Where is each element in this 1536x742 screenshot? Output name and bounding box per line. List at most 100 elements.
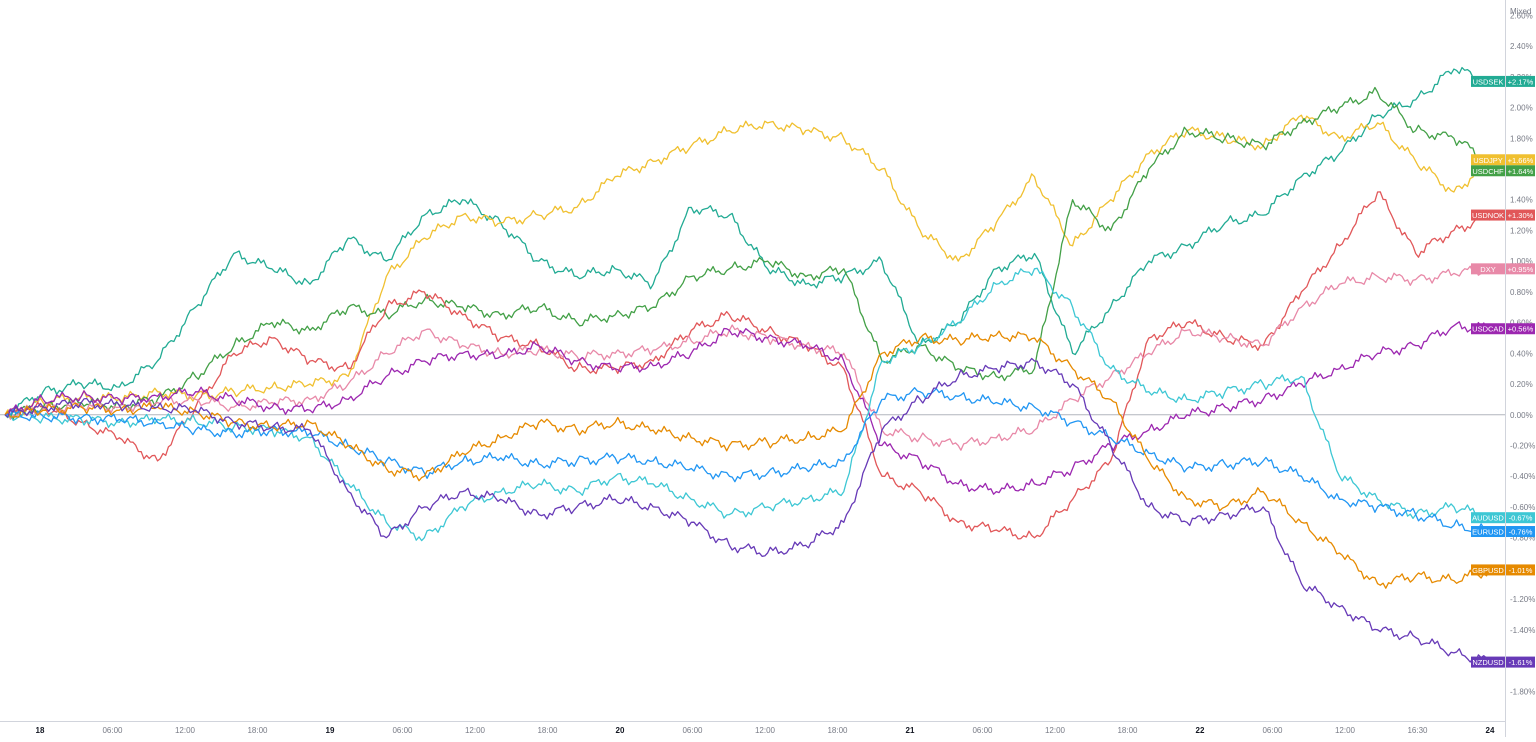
series-value-badge [1506,154,1535,166]
series-name-badge [1471,154,1505,166]
y-tick-label: -0.20% [1510,441,1535,450]
x-tick-label: 18 [36,726,45,735]
x-tick-label: 18:00 [827,726,848,735]
series-line-audusd[interactable] [4,267,1493,542]
series-name-label: EURUSD [1472,528,1504,537]
x-tick-label: 12:00 [755,726,776,735]
y-tick-label: 0.00% [1510,411,1533,420]
series-value-badge [1506,165,1535,177]
series-name-badge [1471,75,1505,87]
series-value-badge [1506,209,1535,221]
series-value-badge [1506,263,1535,275]
end-label-usdchf: USDCHF +1.64% [1471,165,1535,177]
series-value-label: +2.17% [1508,77,1534,86]
y-tick-label: -1.40% [1510,626,1535,635]
x-tick-label: 12:00 [1045,726,1066,735]
x-tick-label: 18:00 [537,726,558,735]
series-name-label: AUDUSD [1472,514,1504,523]
y-tick-label: 0.80% [1510,288,1533,297]
series-line-usdjpy[interactable] [4,114,1493,416]
y-tick-label: 0.20% [1510,380,1533,389]
series-value-badge [1506,564,1535,576]
x-tick-label: 12:00 [175,726,196,735]
series-line-usdsek[interactable] [4,66,1493,418]
series-line-dxy[interactable] [4,264,1493,451]
series-name-badge [1471,165,1505,177]
series-name-label: NZDUSD [1472,658,1504,667]
end-label-eurusd: EURUSD -0.76% [1471,526,1535,538]
y-tick-label: -0.60% [1510,503,1535,512]
scale-mode-label[interactable]: Mixed [1510,7,1531,16]
series-value-label: -1.61% [1509,658,1533,667]
x-tick-label: 12:00 [1335,726,1356,735]
series-line-eurusd[interactable] [4,387,1492,533]
x-tick-label: 12:00 [465,726,486,735]
series-value-label: -0.67% [1509,514,1533,523]
series-name-label: USDCHF [1472,167,1504,176]
series-value-label: -1.01% [1509,566,1533,575]
x-tick-label: 22 [1196,726,1205,735]
series-lines [4,66,1493,664]
time-axis[interactable]: 18 06:00 12:00 18:00 19 06:00 12:00 18:00 20 06:0… [36,726,1495,735]
series-name-badge [1471,263,1505,275]
y-tick-label: -0.80% [1510,534,1535,543]
x-tick-label: 16:30 [1407,726,1428,735]
x-tick-label: 18:00 [1117,726,1138,735]
y-tick-label: 0.60% [1510,319,1533,328]
end-label-nzdusd: NZDUSD -1.61% [1471,656,1535,668]
y-tick-label: 2.40% [1510,42,1533,51]
series-line-gbpusd[interactable] [4,330,1493,589]
x-tick-label: 06:00 [1262,726,1283,735]
end-label-usdcad: USDCAD +0.56% [1471,323,1535,335]
y-tick-label: 1.40% [1510,196,1533,205]
y-tick-label: 1.20% [1510,226,1533,235]
series-name-label: USDJPY [1473,156,1503,165]
series-line-usdcad[interactable] [4,321,1493,495]
series-value-label: -0.76% [1509,528,1533,537]
series-line-usdchf[interactable] [4,86,1493,420]
series-name-label: USDNOK [1472,211,1504,220]
x-tick-label: 24 [1486,726,1495,735]
x-tick-label: 06:00 [682,726,703,735]
series-value-badge [1506,323,1535,335]
end-label-usdsek: USDSEK +2.17% [1471,75,1535,87]
series-value-badge [1506,512,1535,524]
end-label-gbpusd: GBPUSD -1.01% [1471,564,1535,576]
series-value-label: +0.56% [1508,325,1534,334]
series-name-badge [1471,323,1505,335]
end-label-usdnok: USDNOK +1.30% [1471,209,1535,221]
series-value-label: +1.66% [1508,156,1534,165]
x-tick-label: 19 [326,726,335,735]
y-tick-label: 1.80% [1510,134,1533,143]
y-tick-label: 2.00% [1510,104,1533,113]
series-value-badge [1506,656,1535,668]
y-tick-label: 0.40% [1510,349,1533,358]
series-name-badge [1471,656,1505,668]
y-tick-label: -1.80% [1510,687,1535,696]
x-tick-label: 06:00 [392,726,413,735]
series-name-label: USDCAD [1472,325,1504,334]
series-name-badge [1471,564,1505,576]
series-line-nzdusd[interactable] [4,357,1493,664]
series-name-badge [1471,512,1505,524]
series-name-label: USDSEK [1473,77,1504,86]
y-tick-label: 2.60% [1510,11,1533,20]
series-line-usdnok[interactable] [4,191,1493,540]
y-tick-label: -0.40% [1510,472,1535,481]
series-name-badge [1471,526,1505,538]
y-tick-label: -1.20% [1510,595,1535,604]
end-label-usdjpy: USDJPY +1.66% [1471,154,1535,166]
series-value-label: +1.30% [1508,211,1534,220]
series-end-labels: USDSEK +2.17% USDJPY +1.66% USDCHF +1.64% USDN… [1471,75,1535,668]
x-tick-label: 20 [616,726,625,735]
series-name-badge [1471,209,1505,221]
end-label-dxy: DXY +0.95% [1471,263,1535,275]
x-tick-label: 06:00 [972,726,993,735]
series-value-label: +1.64% [1508,167,1534,176]
series-value-label: +0.95% [1508,265,1534,274]
series-name-label: DXY [1480,265,1495,274]
x-tick-label: 18:00 [247,726,268,735]
